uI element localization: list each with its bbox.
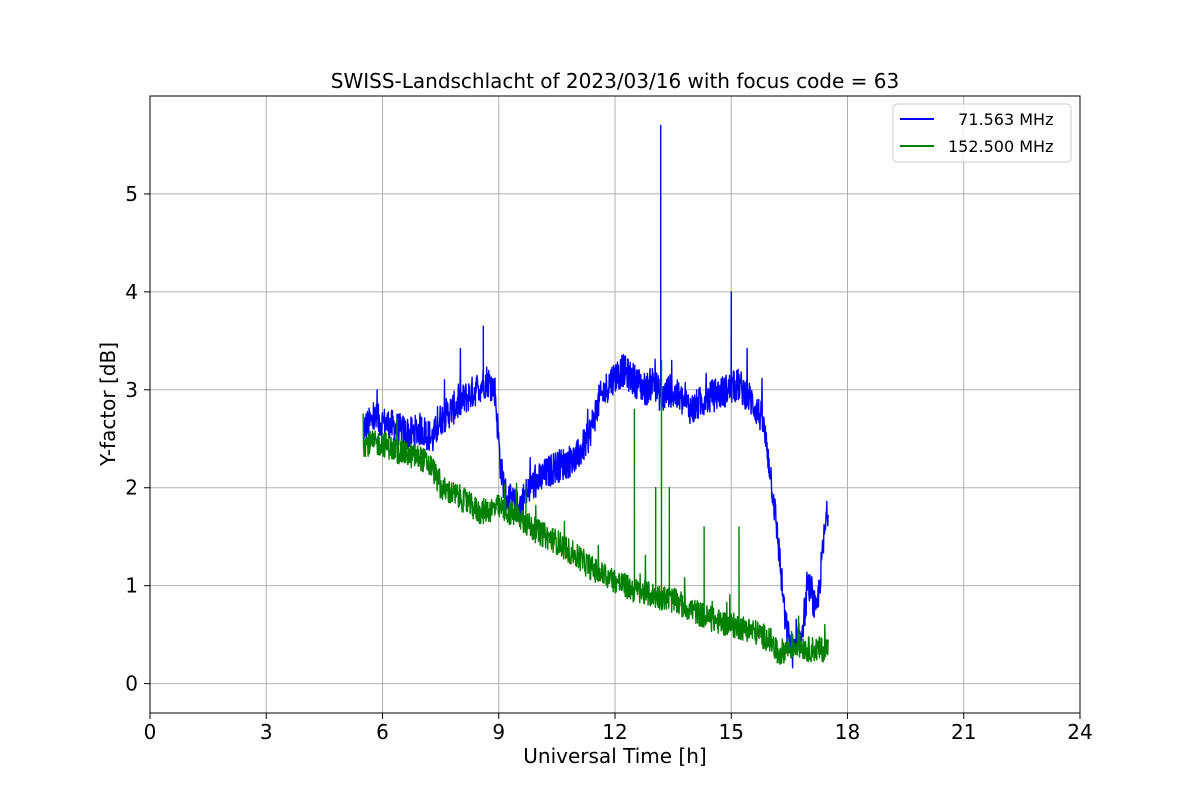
x-tick-label: 15 <box>719 720 744 744</box>
x-tick-label: 9 <box>492 720 505 744</box>
y-tick-label: 4 <box>125 280 138 304</box>
series-line-1 <box>362 359 829 665</box>
y-tick-label: 3 <box>125 378 138 402</box>
series-group <box>362 124 829 669</box>
y-tick-label: 5 <box>125 182 138 206</box>
x-tick-label: 18 <box>835 720 860 744</box>
legend-box <box>892 103 1072 163</box>
legend-label-71mhz: 71.563 MHz <box>948 110 1053 129</box>
y-tick-label: 1 <box>125 574 138 598</box>
chart-title: SWISS-Landschlacht of 2023/03/16 with fo… <box>331 69 899 93</box>
x-tick-label: 6 <box>376 720 389 744</box>
x-axis-label: Universal Time [h] <box>523 744 706 768</box>
legend-label-152mhz: 152.500 MHz <box>948 137 1053 156</box>
x-tick-label: 0 <box>144 720 157 744</box>
x-tick-label: 24 <box>1067 720 1092 744</box>
series-line-0 <box>362 124 829 669</box>
y-tick-label: 2 <box>125 476 138 500</box>
y-axis-label: Y-factor [dB] <box>96 342 120 467</box>
x-tick-label: 3 <box>260 720 273 744</box>
y-tick-label: 0 <box>125 672 138 696</box>
x-tick-label: 21 <box>951 720 976 744</box>
x-tick-label: 12 <box>602 720 627 744</box>
legend: 71.563 MHz 152.500 MHz <box>892 103 1072 163</box>
